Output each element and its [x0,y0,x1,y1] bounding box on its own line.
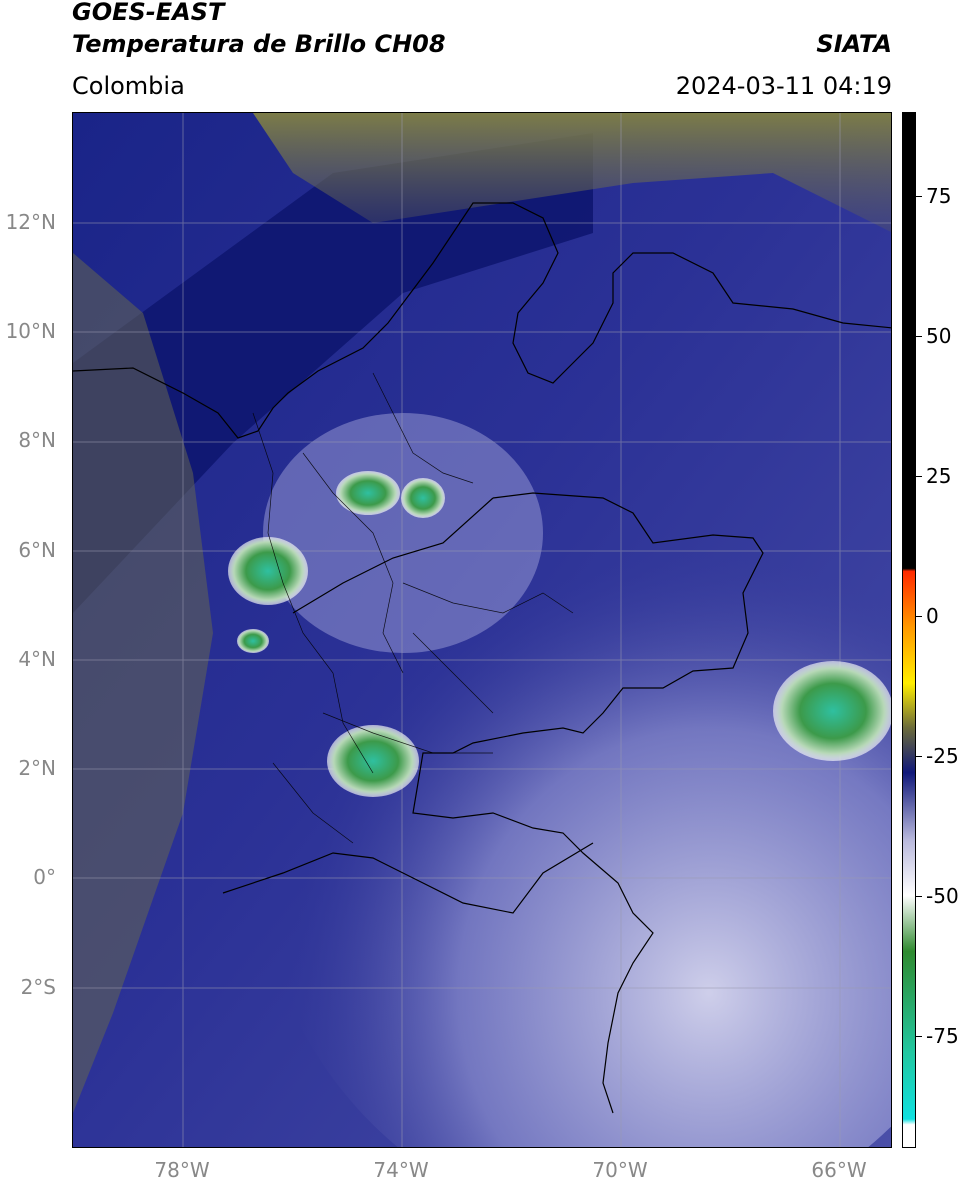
colorbar-tick [916,756,922,757]
olive-cloud-top [253,113,891,232]
dark-band [73,133,593,613]
brand-label: SIATA [816,30,892,58]
olive-cloud-west [73,253,213,1113]
storm-cell-pacific [228,537,308,605]
lat-label-2s: 2°S [20,975,56,999]
storm-cell-small [237,629,269,653]
country-borders [73,202,891,1114]
map-image [73,113,891,1147]
lat-label-8n: 8°N [18,428,56,452]
department-borders [252,372,574,844]
colorbar-label: -25 [926,744,959,768]
storm-cell-east [773,661,891,761]
lat-label-10n: 10°N [5,319,56,343]
product-title: Temperatura de Brillo CH08 [72,30,446,58]
timestamp-label: 2024-03-11 04:19 [675,72,892,100]
storm-cell-south [327,725,419,797]
storm-cell-antioquia [336,471,400,515]
colorbar-tick [916,616,922,617]
lon-label-78w: 78°W [154,1158,210,1182]
lat-label-4n: 4°N [18,647,56,671]
colorbar-label: -50 [926,884,959,908]
lat-label-6n: 6°N [18,538,56,562]
colorbar-tick [916,1036,922,1037]
colorbar-label: 25 [926,464,952,488]
satellite-title: GOES-EAST [72,0,225,26]
colorbar-tick [916,476,922,477]
region-label: Colombia [72,72,185,100]
lat-label-12n: 12°N [5,210,56,234]
colorbar [902,112,916,1148]
colorbar-label: 75 [926,184,952,208]
lat-label-0: 0° [33,865,56,889]
colorbar-label: 50 [926,324,952,348]
lat-label-2n: 2°N [18,756,56,780]
colorbar-tick [916,336,922,337]
lon-label-70w: 70°W [592,1158,648,1182]
lon-label-66w: 66°W [811,1158,867,1182]
lon-label-74w: 74°W [373,1158,429,1182]
storm-cell-santander [401,478,445,518]
colorbar-label: 0 [926,604,939,628]
colorbar-tick [916,196,922,197]
graticule [73,113,891,1147]
satellite-map [72,112,892,1148]
colorbar-label: -75 [926,1024,959,1048]
colorbar-tick [916,896,922,897]
haze-north [263,413,543,653]
